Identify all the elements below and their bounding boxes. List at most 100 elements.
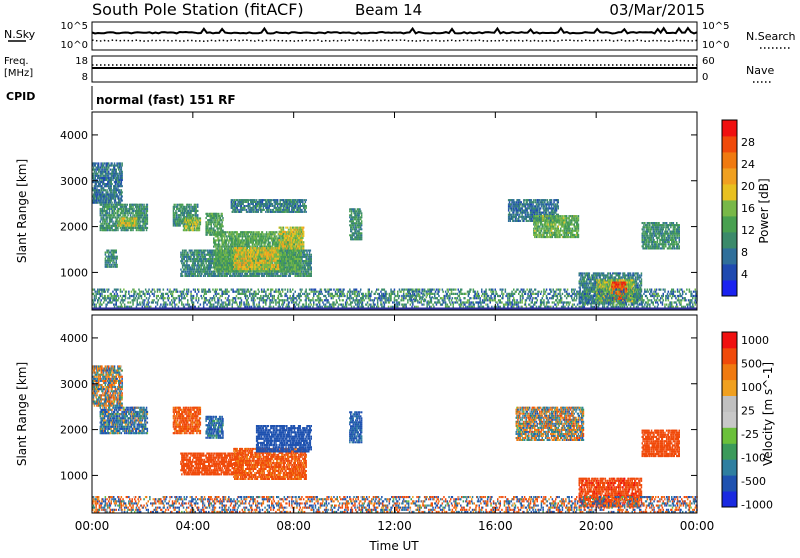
power-cell	[250, 233, 252, 235]
power-cell	[241, 239, 243, 241]
power-cell	[139, 223, 141, 225]
power-cell	[127, 204, 129, 206]
power-cell	[254, 231, 256, 233]
power-cell	[190, 258, 192, 260]
power-cell	[290, 262, 292, 264]
power-cell	[266, 239, 268, 241]
power-cell	[241, 211, 243, 213]
power-cell	[186, 258, 188, 260]
power-cell	[305, 211, 307, 213]
power-data-cells	[92, 162, 698, 310]
power-cell	[209, 275, 211, 277]
power-cell	[184, 252, 186, 254]
power-cell	[253, 207, 255, 209]
power-cell	[233, 270, 235, 272]
power-cell	[144, 210, 146, 212]
power-cell	[290, 273, 292, 275]
power-cell	[248, 201, 250, 203]
power-cell	[126, 227, 128, 229]
power-cell	[271, 199, 273, 201]
power-cell	[270, 205, 272, 207]
power-cell	[231, 201, 233, 203]
power-cell	[269, 201, 271, 203]
power-cell	[211, 219, 213, 221]
power-cell	[183, 217, 185, 219]
power-cell	[305, 209, 307, 211]
power-cell	[116, 216, 118, 218]
power-cell	[186, 208, 188, 210]
power-cell	[298, 275, 300, 277]
power-cell	[294, 262, 296, 264]
power-cell	[258, 231, 260, 233]
power-cell	[236, 211, 238, 213]
power-cell	[222, 225, 224, 227]
power-cell	[97, 195, 99, 197]
power-cell	[187, 217, 189, 219]
power-cell	[305, 205, 307, 207]
power-cell	[253, 209, 255, 211]
power-cell	[102, 191, 104, 193]
power-cell	[205, 269, 207, 271]
power-cell	[295, 258, 297, 260]
power-cell	[131, 229, 133, 231]
power-cell	[281, 270, 283, 272]
power-cell	[221, 219, 223, 221]
power-cell	[147, 223, 149, 225]
power-cell	[95, 169, 97, 171]
power-cell	[277, 199, 279, 201]
power-cell	[194, 227, 196, 229]
power-cell	[121, 175, 123, 177]
power-cell	[108, 183, 110, 185]
power-cell	[218, 237, 220, 239]
power-cell	[132, 206, 134, 208]
power-cell	[180, 210, 182, 212]
power-cell	[269, 275, 271, 277]
power-cell	[295, 268, 297, 270]
power-cell	[117, 173, 119, 175]
power-cell	[120, 220, 122, 222]
power-cell	[96, 162, 98, 164]
power-cell	[226, 262, 228, 264]
power-cell	[305, 266, 307, 268]
power-cell	[176, 216, 178, 218]
power-cell	[199, 266, 201, 268]
power-cell	[275, 270, 277, 272]
power-cell	[101, 198, 103, 200]
power-cell	[139, 206, 141, 208]
power-cell	[118, 198, 120, 200]
power-cell	[215, 246, 217, 248]
power-cell	[256, 242, 258, 244]
power-cell	[106, 221, 108, 223]
power-cell	[117, 165, 119, 167]
power-cell	[101, 214, 103, 216]
power-cell	[288, 252, 290, 254]
power-cell	[305, 207, 307, 209]
power-cell	[186, 273, 188, 275]
power-cell	[100, 223, 102, 225]
power-cell	[286, 266, 288, 268]
power-cell	[103, 216, 105, 218]
power-cell	[93, 167, 95, 169]
power-cell	[190, 212, 192, 214]
power-cell	[195, 206, 197, 208]
power-cell	[288, 250, 290, 252]
power-cell	[248, 242, 250, 244]
power-cell	[147, 219, 149, 221]
power-cell	[270, 209, 272, 211]
power-cell	[232, 231, 234, 233]
power-cell	[107, 169, 109, 171]
power-cell	[216, 231, 218, 233]
power-cell	[230, 273, 232, 275]
power-cell	[132, 208, 134, 210]
power-cell	[121, 165, 123, 167]
power-cell	[293, 258, 295, 260]
power-cell	[182, 204, 184, 206]
power-cell	[202, 264, 204, 266]
power-cell	[93, 177, 95, 179]
power-cell	[290, 199, 292, 201]
power-cell	[281, 205, 283, 207]
power-cell	[100, 179, 102, 181]
power-cell	[113, 198, 115, 200]
station-title: South Pole Station (fitACF)	[92, 0, 304, 19]
